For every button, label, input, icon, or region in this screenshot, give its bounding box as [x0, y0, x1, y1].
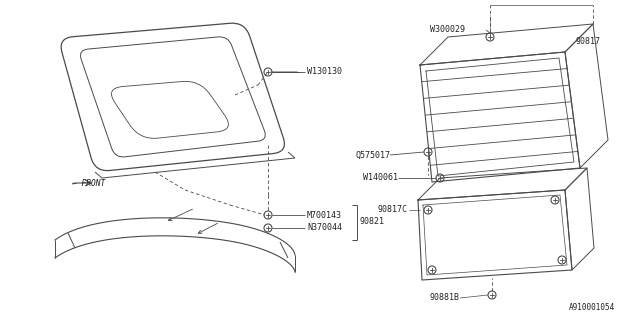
Text: 90817C: 90817C	[378, 205, 408, 214]
Text: N370044: N370044	[307, 223, 342, 233]
Text: Q575017: Q575017	[355, 150, 390, 159]
Text: W130130: W130130	[307, 68, 342, 76]
Text: 90821: 90821	[360, 218, 385, 227]
Text: M700143: M700143	[307, 211, 342, 220]
Text: W140061: W140061	[363, 173, 398, 182]
Text: W300029: W300029	[430, 26, 465, 35]
Text: 90881B: 90881B	[430, 293, 460, 302]
Text: ← FRONT: ← FRONT	[72, 179, 105, 188]
Text: 90817: 90817	[575, 37, 600, 46]
Text: A910001054: A910001054	[569, 303, 615, 312]
